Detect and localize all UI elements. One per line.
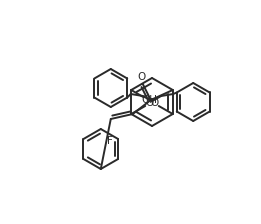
Text: F: F bbox=[107, 136, 113, 146]
Text: O: O bbox=[138, 72, 146, 82]
Text: O: O bbox=[151, 98, 159, 108]
Text: OH: OH bbox=[141, 95, 157, 105]
Text: O: O bbox=[145, 98, 153, 108]
